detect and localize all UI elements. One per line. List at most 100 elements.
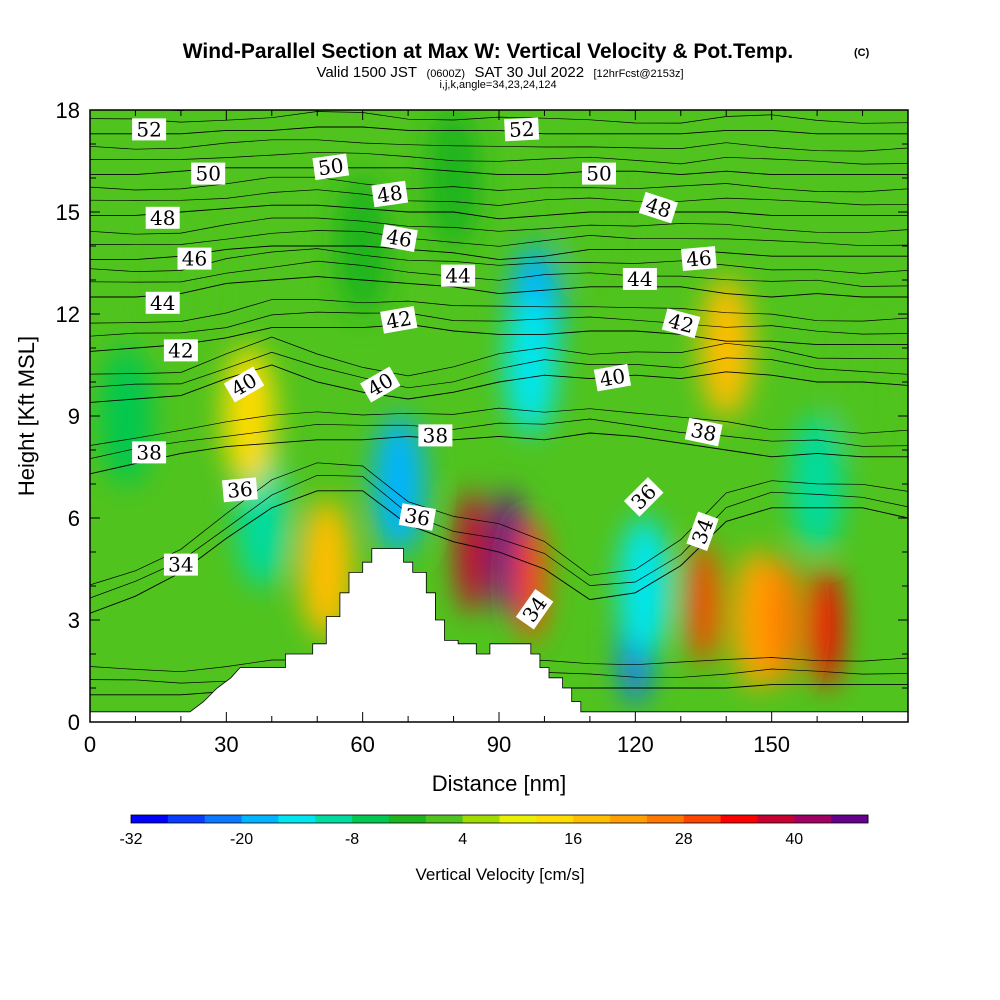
chart-title-mark: (C) (854, 47, 870, 59)
isentrope-minor (90, 151, 908, 165)
velocity-cell (700, 278, 753, 418)
velocity-cell (618, 516, 671, 656)
isentrope-minor (90, 248, 908, 274)
isentrope-label-box (504, 117, 540, 142)
isentrope-label: 42 (168, 338, 193, 362)
isentrope-label-group: 36 (398, 503, 437, 531)
y-axis-label: Height [Kft MSL] (14, 336, 39, 496)
isentrope-label-box (177, 247, 212, 270)
isentrope-label-group: 36 (222, 477, 258, 503)
isentrope-label: 38 (136, 440, 161, 464)
y-tick-label: 15 (56, 200, 80, 225)
colorbar-swatch (278, 815, 316, 823)
colorbar-swatch (241, 815, 279, 823)
isentrope-label-group: 46 (681, 246, 717, 272)
isentrope-label-group: 50 (582, 162, 616, 186)
isentrope-label-group: 38 (132, 440, 167, 464)
isentrope-label: 44 (627, 267, 652, 291)
isentrope-label: 52 (508, 117, 535, 142)
velocity-cell (732, 550, 785, 690)
velocity-cell (769, 558, 802, 682)
isentrope-label: 40 (598, 364, 627, 392)
colorbar-tick-label: 16 (564, 831, 582, 848)
isentrope-label-group: 52 (504, 117, 540, 142)
colorbar: -32 -20 -8 4 16 28 40 (119, 814, 869, 848)
isentrope-label-box (222, 477, 258, 503)
colorbar-tick-label: -8 (345, 831, 359, 848)
colorbar-swatch (794, 815, 832, 823)
subtitle-date: SAT 30 Jul 2022 (475, 64, 585, 81)
isentrope-50 (90, 167, 908, 176)
isentrope-label: 48 (150, 206, 175, 230)
colorbar-swatch (683, 815, 722, 823)
velocity-cell (504, 295, 557, 435)
isentrope-label-group: 40 (593, 364, 632, 392)
isentrope-minor (90, 230, 908, 247)
isentrope-label: 50 (195, 162, 220, 186)
isentrope-label: 52 (136, 117, 161, 141)
isentrope-38 (90, 432, 908, 475)
y-tick-label: 3 (68, 608, 80, 633)
colorbar-swatch (610, 815, 648, 823)
isentrope-label-box (223, 366, 265, 403)
isentrope-label-group: 44 (145, 291, 180, 315)
isentrope-label-group: 42 (661, 308, 701, 339)
isentrope-label: 46 (685, 246, 712, 272)
colorbar-tick-label: -20 (230, 831, 253, 848)
isentrope-minor (90, 139, 908, 152)
isentrope-minor (90, 474, 908, 599)
x-tick-label: 90 (487, 732, 511, 757)
colorbar-tick-label: 40 (785, 831, 803, 848)
isentrope-minor (90, 462, 908, 586)
velocity-cell (427, 110, 480, 248)
colorbar-swatch (425, 815, 464, 823)
velocity-cell (687, 541, 720, 665)
isentrope-label: 36 (403, 503, 432, 531)
velocity-cell (455, 490, 488, 614)
isentrope-label-box (623, 477, 664, 517)
isentrope-label: 42 (384, 306, 413, 334)
velocity-cell (154, 210, 207, 350)
isentrope-label-box (582, 162, 616, 185)
isentrope-label-box (622, 268, 657, 290)
y-tick-label: 6 (68, 506, 80, 531)
x-axis-label: Distance [nm] (432, 771, 567, 796)
isentrope-minor (90, 176, 908, 193)
y-tick-label: 18 (56, 98, 80, 123)
isentrope-36 (90, 490, 908, 614)
x-axis-ticks: 0 30 60 90 120 150 (84, 110, 909, 757)
isentrope-label-box (681, 246, 717, 272)
isentrope-minor (90, 217, 908, 235)
isentrope-label-box (638, 191, 678, 224)
isentrope-minor (90, 336, 908, 377)
isentrope-label-box (132, 441, 167, 464)
x-tick-label: 0 (84, 732, 96, 757)
isentrope-minor (90, 418, 908, 459)
isentrope-label-group: 42 (163, 338, 198, 362)
colorbar-label: Vertical Velocity [cm/s] (415, 865, 584, 884)
isentrope-label-group: 38 (684, 418, 723, 447)
isentrope-label-box (191, 162, 226, 185)
isentrope-label-group: 42 (380, 306, 418, 334)
isentrope-label-box (360, 366, 401, 403)
isentrope-minor (90, 260, 908, 287)
isentrope-40 (90, 364, 908, 403)
isentrope-label-box (163, 553, 198, 576)
colorbar-tick-label: -32 (119, 831, 142, 848)
colorbar-swatch (167, 815, 206, 823)
subtitle-utc: (0600Z) (427, 68, 466, 80)
y-tick-label: 0 (68, 710, 80, 735)
subtitle-forecast: [12hrFcst@2153z] (594, 68, 684, 80)
chart-title: Wind-Parallel Section at Max W: Vertical… (183, 40, 794, 63)
colorbar-swatch (499, 815, 537, 823)
isentrope-label-group: 38 (418, 423, 453, 447)
isentrope-label-group: 44 (441, 264, 476, 288)
isentrope-label: 38 (689, 418, 719, 447)
x-tick-label: 120 (617, 732, 654, 757)
isentrope-label: 34 (168, 553, 193, 577)
colorbar-swatch (757, 815, 795, 823)
isentrope-label-box (132, 118, 167, 141)
